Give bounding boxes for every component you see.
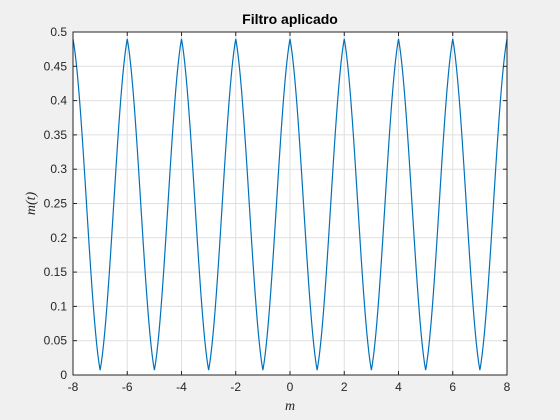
y-tick-label: 0 [60, 368, 67, 382]
x-axis-label: m [285, 399, 295, 414]
x-tick-label: -8 [68, 380, 79, 394]
x-axis: -8 -6 -4 -2 0 2 4 6 8 [68, 32, 511, 394]
y-tick-label: 0.25 [44, 197, 68, 211]
x-tick-label: 4 [395, 380, 402, 394]
y-tick-label: 0.5 [50, 25, 67, 39]
y-tick-label: 0.4 [50, 94, 67, 108]
y-tick-label: 0.3 [50, 162, 67, 176]
x-tick-label: -4 [176, 380, 187, 394]
x-tick-label: 2 [341, 380, 348, 394]
y-axis: 0 0.05 0.1 0.15 0.2 0.25 0.3 0.35 0.4 0.45 0.5 [44, 25, 507, 382]
x-tick-label: 0 [287, 380, 294, 394]
y-tick-label: 0.15 [44, 265, 68, 279]
series-line [72, 38, 508, 371]
y-tick-label: 0.05 [44, 334, 68, 348]
chart-title: Filtro aplicado [242, 11, 338, 27]
y-tick-label: 0.2 [50, 231, 67, 245]
x-tick-label: 6 [449, 380, 456, 394]
y-tick-label: 0.45 [44, 59, 68, 73]
x-tick-label: -2 [230, 380, 241, 394]
y-tick-label: 0.1 [50, 299, 67, 313]
y-axis-label: m(t) [24, 192, 39, 216]
y-tick-label: 0.35 [44, 128, 68, 142]
x-tick-label: 8 [504, 380, 511, 394]
x-tick-label: -6 [122, 380, 133, 394]
series-layer [72, 38, 508, 371]
